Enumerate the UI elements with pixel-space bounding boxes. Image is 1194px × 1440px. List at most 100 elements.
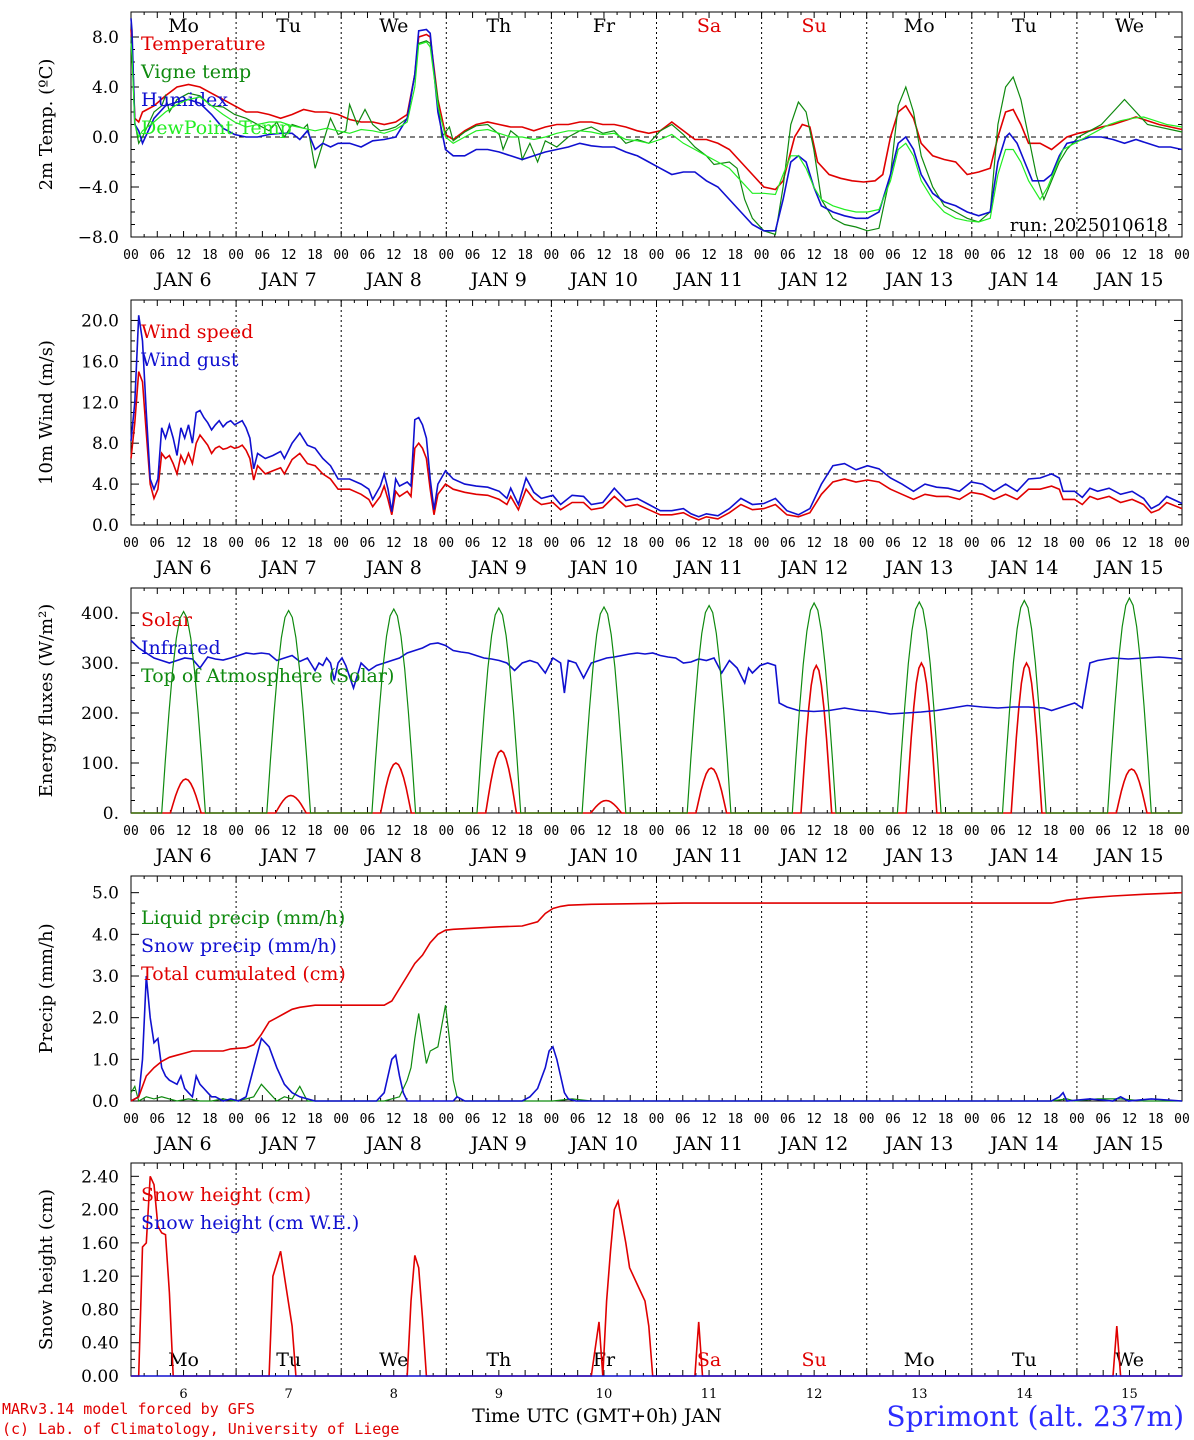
date-label: JAN 8 [364, 1133, 422, 1155]
legend-entry: Snow height (cm) [141, 1184, 311, 1206]
weekday-label: Tu [276, 15, 301, 37]
hour-tick-label: 18 [833, 248, 849, 263]
hour-tick-label: 18 [307, 1112, 323, 1127]
y-axis-label: Precip (mm/h) [36, 923, 57, 1053]
hour-tick-label: 12 [1017, 1112, 1033, 1127]
hour-tick-label: 00 [123, 248, 139, 263]
hour-tick-label: 18 [1148, 824, 1164, 839]
weekday-label: We [379, 1349, 408, 1371]
y-tick-label: 5.0 [92, 884, 119, 904]
y-tick-label: 300. [81, 654, 119, 674]
hour-tick-label: 00 [438, 1112, 454, 1127]
hour-tick-label: 00 [228, 1112, 244, 1127]
date-label: JAN 9 [469, 845, 527, 867]
hour-tick-label: 18 [622, 1112, 638, 1127]
hour-tick-label: 06 [255, 536, 271, 551]
y-axis-label: Energy fluxes (W/m²) [36, 604, 57, 798]
hour-tick-label: 12 [176, 1112, 192, 1127]
series-line-wind-gust [130, 315, 1183, 518]
hour-tick-label: 06 [990, 536, 1006, 551]
y-axis-label: 10m Wind (m/s) [36, 340, 57, 485]
legend-entry: Humidex [141, 89, 228, 111]
date-label: JAN 15 [1093, 269, 1163, 291]
hour-tick-label: 12 [701, 248, 717, 263]
hour-tick-label: 12 [491, 536, 507, 551]
hour-tick-label: 12 [1017, 248, 1033, 263]
date-label: JAN 14 [988, 1133, 1058, 1155]
hour-tick-label: 06 [360, 536, 376, 551]
hour-tick-label: 18 [938, 824, 954, 839]
y-tick-label: 16.0 [81, 352, 119, 372]
hour-tick-label: 00 [1069, 1112, 1085, 1127]
legend-entry: Snow height (cm W.E.) [141, 1212, 359, 1234]
y-tick-label: 8.0 [92, 434, 119, 454]
date-label: JAN 10 [568, 1133, 638, 1155]
hour-tick-label: 00 [754, 824, 770, 839]
date-label: JAN 11 [673, 845, 743, 867]
date-label: JAN 10 [568, 845, 638, 867]
legend-entry: Top of Atmosphere (Solar) [141, 665, 394, 687]
hour-tick-label: 06 [360, 824, 376, 839]
y-tick-label: 0.0 [92, 1092, 119, 1112]
hour-tick-label: 12 [806, 824, 822, 839]
date-label: JAN 13 [883, 269, 953, 291]
hour-tick-label: 12 [596, 248, 612, 263]
series-line-snow-precip-mm-h- [130, 975, 1183, 1102]
day-number-label: 8 [390, 1387, 398, 1402]
y-tick-label: 0. [103, 804, 119, 824]
day-number-label: 13 [911, 1387, 928, 1402]
hour-tick-label: 00 [544, 1112, 560, 1127]
y-tick-label: 0.0 [92, 128, 119, 148]
hour-tick-label: 06 [255, 248, 271, 263]
y-tick-label: 0.80 [81, 1300, 119, 1320]
hour-tick-label: 12 [701, 536, 717, 551]
hour-tick-label: 00 [649, 824, 665, 839]
date-label: JAN 14 [988, 557, 1058, 579]
hour-tick-label: 00 [438, 248, 454, 263]
hour-tick-label: 00 [333, 824, 349, 839]
day-number-label: 10 [596, 1387, 613, 1402]
weekday-label: Sa [697, 1349, 721, 1371]
date-label: JAN 13 [883, 1133, 953, 1155]
hour-tick-label: 00 [754, 248, 770, 263]
hour-tick-label: 12 [176, 824, 192, 839]
weekday-label: Th [486, 1349, 511, 1371]
day-number-label: 12 [806, 1387, 823, 1402]
hour-tick-label: 00 [1174, 1112, 1190, 1127]
y-tick-label: 400. [81, 604, 119, 624]
panel-4: 0.0 1.0 2.0 3.0 4.0 5.0 Precip (mm/h) 00 06 12 18 J… [36, 875, 1190, 1155]
legend-entry: Infrared [141, 637, 221, 659]
hour-tick-label: 00 [964, 824, 980, 839]
hour-tick-label: 00 [123, 1112, 139, 1127]
day-number-label: 11 [701, 1387, 718, 1402]
weekday-label: Mo [904, 15, 935, 37]
hour-tick-label: 18 [833, 1112, 849, 1127]
date-label: JAN 12 [778, 845, 848, 867]
y-tick-label: 3.0 [92, 967, 119, 987]
hour-tick-label: 12 [281, 248, 297, 263]
date-label: JAN 13 [883, 557, 953, 579]
series-line-wind-speed [130, 371, 1183, 521]
hour-tick-label: 06 [885, 248, 901, 263]
hour-tick-label: 18 [622, 824, 638, 839]
hour-tick-label: 06 [255, 1112, 271, 1127]
hour-tick-label: 12 [911, 536, 927, 551]
series-line-total-cumulated-cm- [130, 891, 1183, 1102]
weekday-label: Tu [1012, 1349, 1037, 1371]
hour-tick-label: 12 [701, 824, 717, 839]
hour-tick-label: 18 [517, 1112, 533, 1127]
hour-tick-label: 12 [386, 248, 402, 263]
date-label: JAN 10 [568, 269, 638, 291]
hour-tick-label: 12 [596, 824, 612, 839]
hour-tick-label: 06 [465, 824, 481, 839]
hour-tick-label: 00 [1069, 824, 1085, 839]
hour-tick-label: 00 [544, 536, 560, 551]
hour-tick-label: 18 [412, 824, 428, 839]
day-number-label: 7 [285, 1387, 293, 1402]
hour-tick-label: 18 [202, 1112, 218, 1127]
y-tick-label: 4.0 [92, 78, 119, 98]
weekday-label: We [379, 15, 408, 37]
y-tick-label: 20.0 [81, 311, 119, 331]
hour-tick-label: 06 [780, 824, 796, 839]
date-label: JAN 7 [259, 269, 317, 291]
